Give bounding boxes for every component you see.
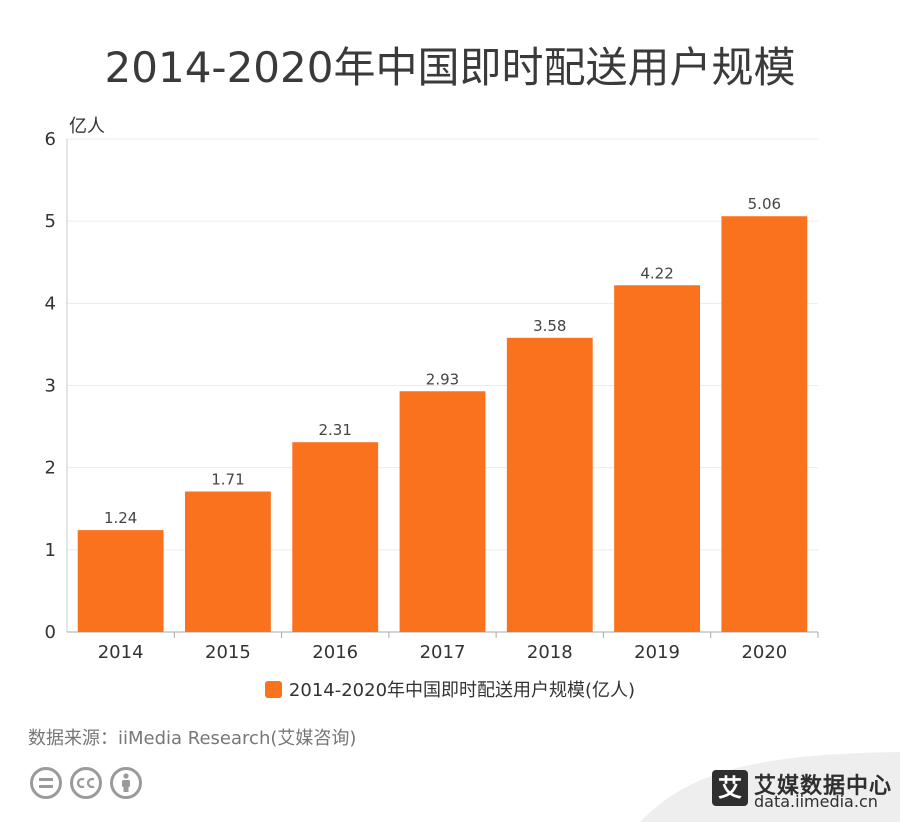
footer-band [640,752,900,822]
y-tick-label: 4 [45,293,56,314]
data-labels: 1.24 1.71 2.31 2.93 3.58 4.22 5.06 [104,195,781,527]
x-tick-label-2015: 2015 [205,642,251,663]
legend: 2014-2020年中国即时配送用户规模(亿人) [0,674,900,704]
data-label-2015: 1.71 [211,470,244,488]
bar-2019 [614,285,700,632]
x-tick-label-2019: 2019 [634,642,680,663]
data-label-2016: 2.31 [319,421,352,439]
y-tick-label: 5 [45,211,56,232]
x-tick-label-2018: 2018 [527,642,573,663]
brand-url: data.iimedia.cn [754,792,878,811]
data-label-2019: 4.22 [640,264,673,282]
legend-swatch [264,680,282,698]
bar-2015 [185,491,271,632]
y-tick-label: 2 [45,458,56,479]
data-label-2017: 2.93 [426,370,459,388]
equals-icon [30,767,62,799]
y-tick-label: 1 [45,540,56,561]
bar-2018 [506,337,593,632]
brand-name: 艾媒数据中心 [754,774,893,799]
data-label-2018: 3.58 [533,317,566,335]
bar-2020 [721,216,808,632]
x-tick-label-2020: 2020 [741,642,787,663]
brand-logo-icon: 艾 [712,770,748,806]
data-label-2020: 5.06 [748,195,781,213]
x-tick-label-2017: 2017 [420,642,466,663]
y-axis-unit-label: 亿人 [69,116,105,137]
bar-2014 [77,530,164,632]
legend-label: 2014-2020年中国即时配送用户规模(亿人) [288,680,636,701]
license-icons [30,767,142,799]
y-tick-label: 3 [45,376,56,397]
bars [77,216,808,632]
footer-band-shape [640,752,900,822]
bar-2016 [292,442,379,632]
x-tick-label-2014: 2014 [98,642,144,663]
source-note: 数据来源：iiMedia Research(艾媒咨询) [28,728,357,749]
y-tick-label: 0 [45,622,56,643]
x-tick-label-2016: 2016 [312,642,358,663]
brand-block: 艾 艾媒数据中心 data.iimedia.cn [712,770,892,814]
data-label-2014: 1.24 [104,509,137,527]
tick-labels: 0 1 2 3 4 5 6 2014 2015 2016 2017 2018 2019 2020 [45,129,788,663]
chart-title: 2014-2020年中国即时配送用户规模 [104,43,796,92]
bar-2017 [399,391,486,632]
cc-icon [70,767,102,799]
person-icon [110,767,142,799]
y-tick-label: 6 [45,129,56,150]
